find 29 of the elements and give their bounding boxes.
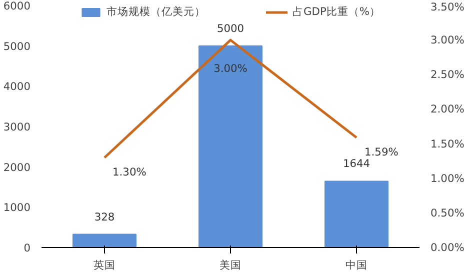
data-label: 5000 (216, 22, 244, 35)
bar (72, 234, 136, 248)
x-tick-label: 中国 (346, 258, 368, 272)
y2-tick-label: 2.00% (430, 102, 464, 116)
y-tick-label: 2000 (3, 160, 31, 174)
data-label: 1644 (342, 157, 370, 170)
y-tick-label: 1000 (3, 201, 31, 214)
y2-tick-label: 3.50% (430, 0, 464, 14)
legend-label: 占GDP比重（%） (292, 5, 381, 19)
y-tick-label: 4000 (3, 80, 31, 94)
y2-tick-label: 0.00% (430, 241, 464, 254)
x-tick-label: 英国 (94, 258, 116, 272)
y-tick-label: 0 (24, 242, 31, 254)
y2-tick-label: 3.00% (430, 34, 464, 47)
bar (324, 180, 388, 248)
y2-tick-label: 1.50% (430, 137, 464, 150)
data-label: 3.00% (214, 62, 248, 76)
data-label: 1.59% (364, 146, 398, 159)
y2-tick-label: 0.50% (430, 206, 464, 220)
bar (198, 45, 262, 248)
legend-label: 市场规模（亿美元） (106, 5, 206, 19)
y2-tick-label: 1.00% (430, 172, 464, 185)
x-tick-label: 美国 (220, 258, 242, 272)
data-label: 1.30% (112, 166, 146, 179)
data-label: 328 (94, 210, 115, 224)
y-tick-label: 3000 (3, 120, 31, 134)
y-tick-label: 6000 (3, 0, 31, 12)
y2-tick-label: 2.50% (430, 68, 464, 82)
y-tick-label: 5000 (3, 40, 31, 53)
